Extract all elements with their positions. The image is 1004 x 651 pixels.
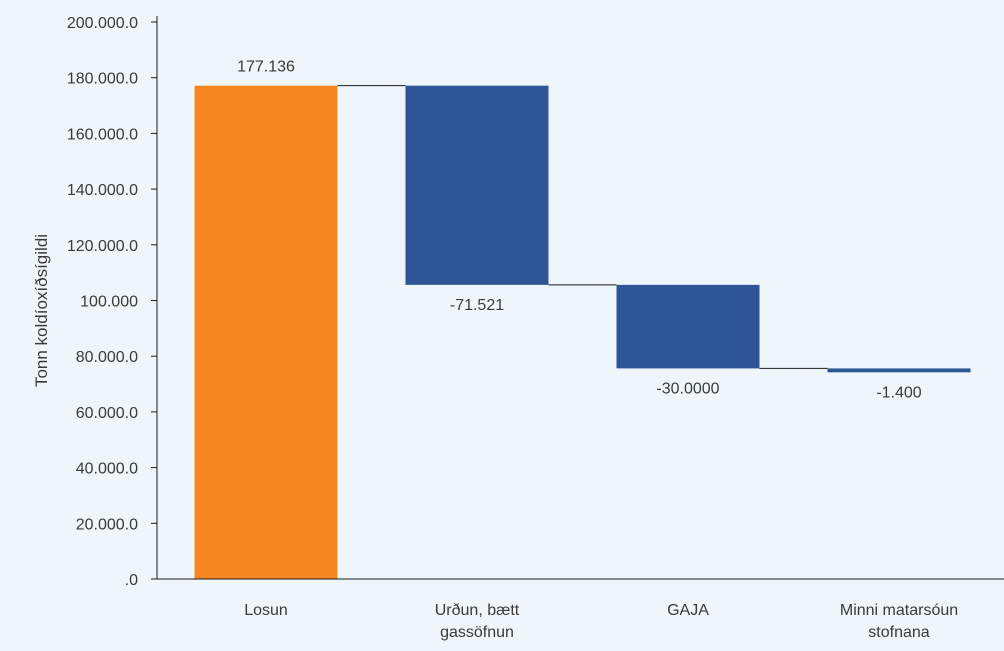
decrease-bar bbox=[827, 368, 971, 373]
data-label: -30.0000 bbox=[656, 380, 719, 397]
y-tick-label: 60.000.0 bbox=[76, 405, 138, 422]
category-label: GAJA bbox=[667, 602, 709, 619]
decrease-bar bbox=[616, 284, 760, 369]
decrease-bar bbox=[405, 85, 549, 285]
y-tick-label: 20.000.0 bbox=[76, 516, 138, 533]
y-tick-label: 200.000.0 bbox=[67, 15, 138, 32]
y-tick-label: 100.000 bbox=[80, 294, 138, 311]
category-label: Losun bbox=[244, 602, 288, 619]
y-axis-title-group: Tonn koldíoxíðsígildi bbox=[32, 234, 51, 387]
category-label: Urðun, bætt bbox=[435, 602, 520, 619]
bars bbox=[194, 85, 971, 579]
axes bbox=[151, 16, 1004, 580]
y-tick-label: 120.000.0 bbox=[67, 238, 138, 255]
y-tick-label: 40.000.0 bbox=[76, 461, 138, 478]
category-label: stofnana bbox=[868, 624, 929, 641]
total-bar bbox=[194, 85, 338, 579]
x-tick-labels: Losun Urðun, bætt gassöfnun GAJA Minni matar… bbox=[244, 602, 958, 641]
data-label: -1.400 bbox=[876, 384, 921, 401]
y-tick-label: .0 bbox=[125, 572, 138, 589]
y-tick-label: 80.000.0 bbox=[76, 349, 138, 366]
y-tick-label: 140.000.0 bbox=[67, 182, 138, 199]
data-label: -71.521 bbox=[450, 297, 504, 314]
category-label: Minni matarsóun bbox=[840, 602, 958, 619]
y-tick-labels: .0 20.000.0 40.000.0 60.000.0 80.000.0 100.00… bbox=[67, 15, 157, 589]
data-label: 177.136 bbox=[237, 59, 295, 76]
y-tick-label: 160.000.0 bbox=[67, 126, 138, 143]
category-label: gassöfnun bbox=[440, 624, 514, 641]
data-labels: 177.136 -71.521 -30.0000 -1.400 bbox=[237, 59, 922, 402]
y-tick-label: 180.000.0 bbox=[67, 71, 138, 88]
y-axis-title: Tonn koldíoxíðsígildi bbox=[32, 234, 51, 387]
connectors bbox=[337, 85, 828, 369]
